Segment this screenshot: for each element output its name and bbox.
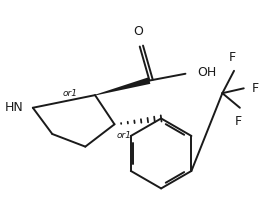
Text: O: O: [133, 25, 143, 38]
Text: or1: or1: [63, 89, 78, 98]
Text: OH: OH: [197, 66, 216, 79]
Polygon shape: [95, 77, 150, 96]
Text: or1: or1: [116, 132, 132, 140]
Text: F: F: [252, 82, 259, 95]
Text: F: F: [234, 115, 241, 128]
Text: F: F: [229, 51, 236, 64]
Text: HN: HN: [4, 101, 23, 114]
